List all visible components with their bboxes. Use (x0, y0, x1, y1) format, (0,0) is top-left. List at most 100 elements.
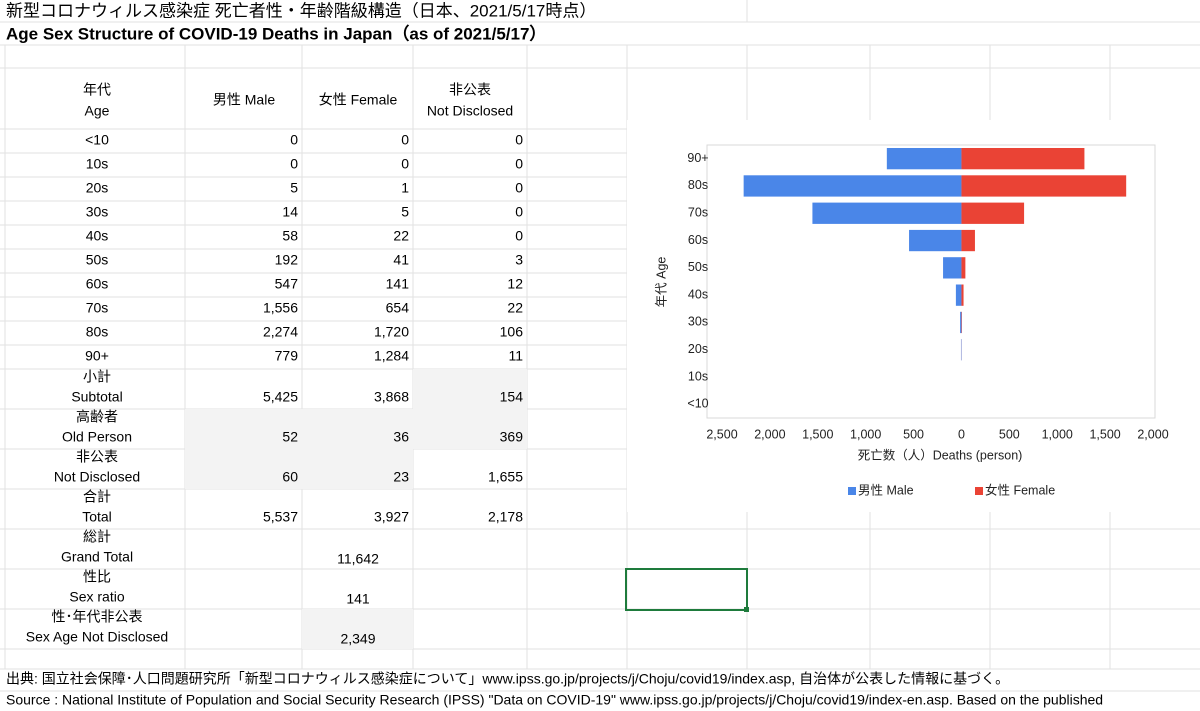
row-label: 10s (86, 156, 109, 172)
row-label: Old Person (62, 429, 132, 445)
bar (909, 229, 962, 252)
x-tick-label: 1,500 (802, 427, 833, 441)
row-label: 性比 (83, 569, 111, 585)
cell: 14 (282, 204, 298, 220)
bar (886, 148, 962, 170)
x-tick-label: 2,500 (706, 427, 737, 441)
cell: 0 (401, 156, 409, 172)
cell: 0 (515, 156, 523, 172)
bar (961, 229, 975, 252)
cell: 2,274 (263, 324, 298, 340)
cell: 1,655 (488, 469, 523, 485)
y-tick-label: 50s (688, 260, 708, 274)
x-tick-label: 2,000 (754, 427, 785, 441)
column-header: 男性 Male (213, 92, 275, 108)
bar (960, 311, 962, 334)
shaded-cell (185, 409, 527, 449)
cell: 2,349 (340, 631, 375, 647)
y-tick-label: 80s (688, 178, 708, 192)
cell: 11 (508, 348, 523, 364)
row-label: 50s (86, 252, 109, 268)
y-tick-label: 30s (688, 315, 708, 329)
row-label: 小計 (83, 369, 111, 385)
cell: 0 (401, 132, 409, 148)
bar (812, 202, 962, 224)
row-label: 70s (86, 300, 109, 316)
x-axis-label: 死亡数（人）Deaths (person) (858, 447, 1023, 462)
subtitle: Age Sex Structure of COVID-19 Deaths in … (6, 23, 546, 43)
fill-handle[interactable] (744, 607, 749, 612)
column-header: 年代 (83, 82, 111, 98)
column-header: Age (85, 103, 110, 119)
cell: 1,556 (263, 300, 298, 316)
cell: 1,720 (374, 324, 409, 340)
row-label: 総計 (83, 529, 111, 545)
cell: 547 (275, 276, 299, 292)
row-label: 20s (86, 180, 109, 196)
plot-border (706, 144, 1156, 419)
row-label: 90+ (85, 348, 109, 364)
legend-swatch (848, 487, 856, 495)
legend-label: 男性 Male (858, 483, 914, 497)
title: 新型コロナウィルス感染症 死亡者性・年齢階級構造（日本、2021/5/17時点） (6, 1, 596, 20)
cell: 0 (515, 204, 523, 220)
cell: 3,927 (374, 509, 409, 525)
row-label: 非公表 (76, 449, 118, 465)
selected-cell[interactable] (625, 568, 748, 611)
cell: 141 (346, 591, 370, 607)
bar (961, 202, 1025, 224)
y-axis-label: 年代 Age (654, 257, 668, 308)
cell: 5,425 (263, 389, 298, 405)
bar (955, 284, 962, 306)
cell: 3 (515, 252, 523, 268)
row-label: 高齢者 (76, 409, 118, 425)
row-label: Sex ratio (69, 589, 124, 605)
column-header: 非公表 (449, 82, 491, 98)
cell: 779 (275, 348, 299, 364)
cell: 36 (393, 429, 409, 445)
y-tick-label: <10 (687, 397, 708, 411)
cell: 141 (386, 276, 410, 292)
cell: 11,642 (337, 551, 379, 567)
cell: 0 (515, 180, 523, 196)
bar (961, 284, 964, 306)
row-label: 合計 (83, 489, 111, 505)
cell: 23 (393, 469, 409, 485)
cell: 5 (401, 204, 409, 220)
x-tick-label: 500 (903, 427, 924, 441)
cell: 106 (500, 324, 524, 340)
bar (743, 175, 962, 197)
y-tick-label: 40s (688, 287, 708, 301)
row-label: Total (82, 509, 112, 525)
cell: 2,178 (488, 509, 523, 525)
x-tick-label: 1,000 (850, 427, 881, 441)
cell: 1 (401, 180, 409, 196)
cell: 192 (275, 252, 299, 268)
cell: 5 (290, 180, 298, 196)
row-label: 30s (86, 204, 109, 220)
x-tick-label: 500 (999, 427, 1020, 441)
legend-swatch (975, 487, 983, 495)
footnote: Source : National Institute of Populatio… (6, 692, 1103, 708)
row-label: 40s (86, 228, 109, 244)
row-label: Not Disclosed (54, 469, 140, 485)
row-label: 60s (86, 276, 109, 292)
bar (961, 175, 1127, 197)
cell: 0 (290, 156, 298, 172)
bar (961, 257, 966, 279)
cell: 5,537 (263, 509, 298, 525)
row-label: Subtotal (71, 389, 122, 405)
cell: 1,284 (374, 348, 409, 364)
cell: 22 (393, 228, 409, 244)
bar (961, 148, 1085, 170)
legend-label: 女性 Female (985, 482, 1055, 497)
x-tick-label: 2,000 (1137, 427, 1168, 441)
cell: 654 (386, 300, 410, 316)
row-label: Grand Total (61, 549, 133, 565)
x-tick-label: 1,000 (1042, 427, 1073, 441)
cell: 12 (507, 276, 523, 292)
cell: 0 (515, 228, 523, 244)
cell: 58 (282, 228, 298, 244)
x-tick-label: 0 (958, 427, 965, 441)
